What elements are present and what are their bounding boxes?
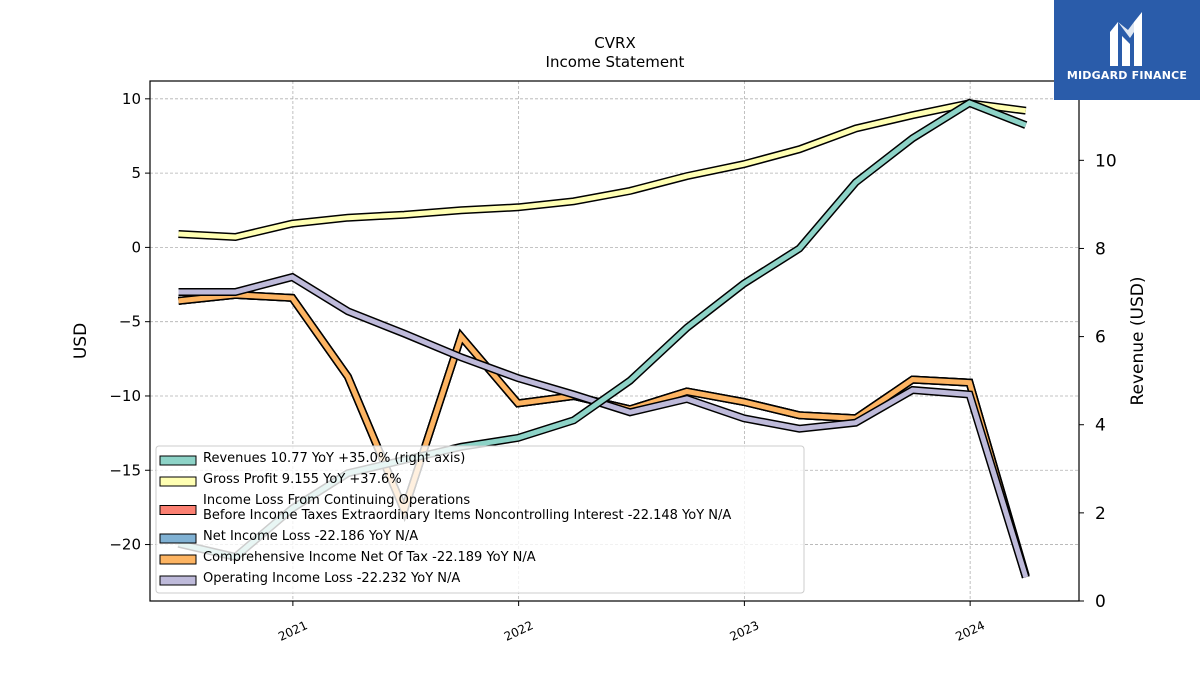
legend-swatch xyxy=(159,575,197,586)
legend-swatch xyxy=(159,476,197,487)
legend-swatch xyxy=(159,505,197,515)
left-axis-label: USD xyxy=(71,323,91,359)
legend-label: Income Loss From Continuing Operations Be… xyxy=(203,493,731,523)
legend-label: Comprehensive Income Net Of Tax -22.189 … xyxy=(203,550,536,565)
x-axis: 2021 2022 2023 2024 xyxy=(276,601,987,644)
right-tick-label: 4 xyxy=(1095,416,1106,436)
left-axis: 10 5 0 −5 −10 −15 −20 xyxy=(109,90,150,554)
left-tick-label: 5 xyxy=(131,164,141,182)
legend-swatch xyxy=(159,554,197,565)
x-tick-label: 2021 xyxy=(276,618,310,644)
legend-label: Net Income Loss -22.186 YoY N/A xyxy=(203,529,418,544)
left-tick-label: −10 xyxy=(109,387,141,405)
right-tick-label: 0 xyxy=(1095,592,1106,612)
legend-box xyxy=(155,445,805,594)
x-tick-label: 2024 xyxy=(953,618,987,644)
x-tick-label: 2023 xyxy=(728,618,762,644)
right-axis: 0 2 4 6 8 10 xyxy=(1079,151,1117,612)
chart-subtitle: Income Statement xyxy=(546,53,685,71)
legend: Revenues 10.77 YoY +35.0% (right axis) Gr… xyxy=(155,445,805,594)
series-line-outline xyxy=(178,99,1027,242)
legend-label: Gross Profit 9.155 YoY +37.6% xyxy=(203,472,402,487)
right-axis-label: Revenue (USD) xyxy=(1128,276,1148,405)
legend-label: Operating Income Loss -22.232 YoY N/A xyxy=(203,571,460,586)
plot-frame xyxy=(149,80,1080,602)
legend-swatch xyxy=(159,455,197,466)
brand-logo: MIDGARD FINANCE xyxy=(1054,0,1200,100)
left-tick-label: −20 xyxy=(109,536,141,554)
right-tick-label: 2 xyxy=(1095,504,1106,524)
series-line xyxy=(178,100,1027,240)
legend-swatch xyxy=(159,533,197,544)
left-tick-label: 0 xyxy=(131,238,141,256)
right-tick-label: 10 xyxy=(1095,151,1117,171)
left-tick-label: −5 xyxy=(119,313,141,331)
legend-label: Revenues 10.77 YoY +35.0% (right axis) xyxy=(203,451,465,466)
right-tick-label: 6 xyxy=(1095,328,1106,348)
right-tick-label: 8 xyxy=(1095,239,1106,259)
midgard-logo-icon xyxy=(1110,12,1142,66)
chart-title: CVRX xyxy=(594,34,635,52)
x-tick-label: 2022 xyxy=(502,618,536,644)
left-tick-label: 10 xyxy=(122,90,141,108)
brand-name: MIDGARD FINANCE xyxy=(1066,69,1188,82)
series-0 xyxy=(178,99,1027,242)
left-tick-label: −15 xyxy=(109,461,141,479)
